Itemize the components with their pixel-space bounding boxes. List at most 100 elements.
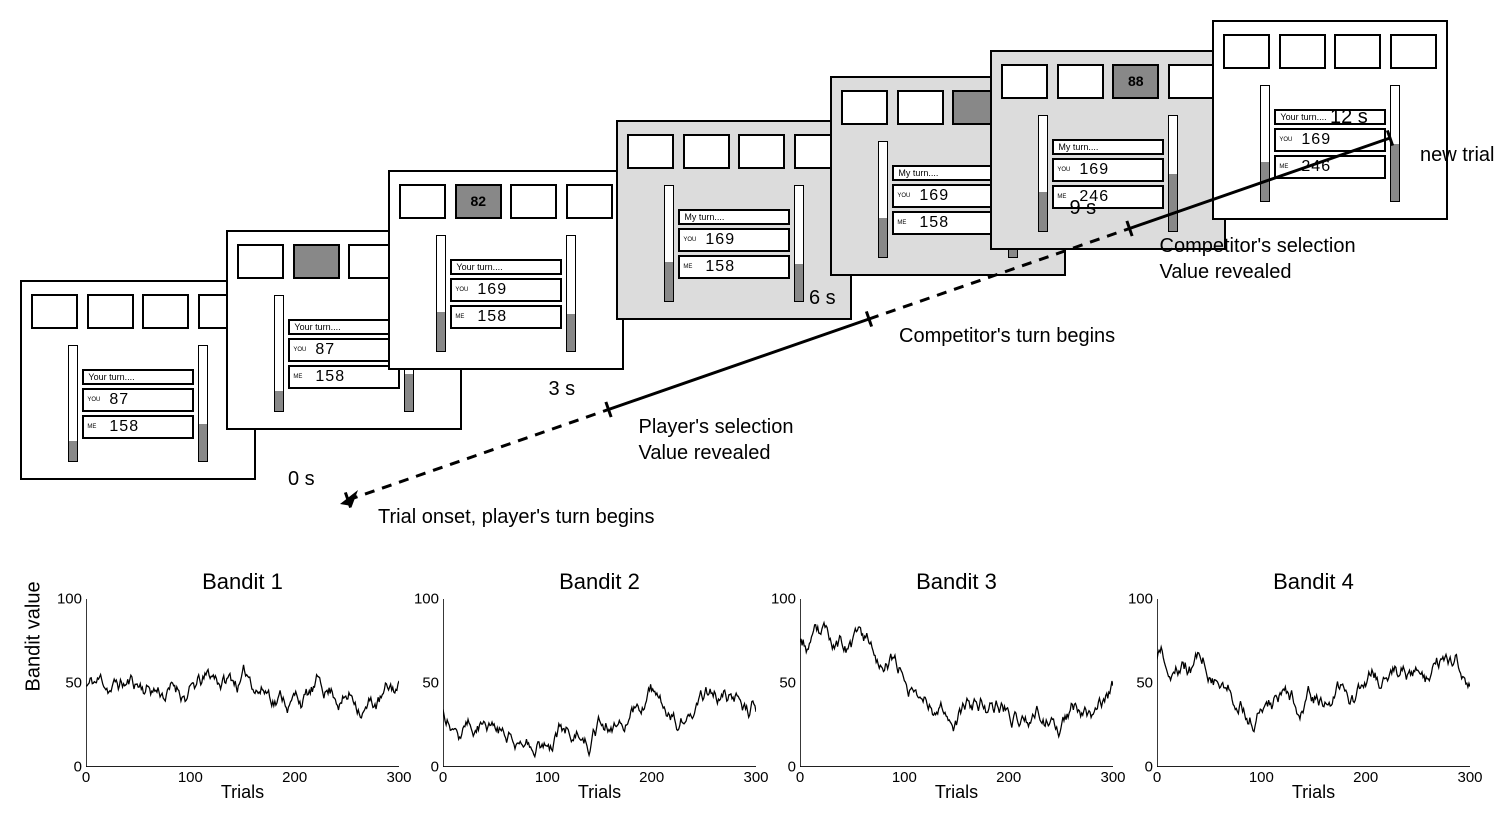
label-you: YOU [455, 287, 473, 293]
score-you: 87 [109, 391, 129, 409]
screen-frame: 82 Your turn.... YOU 169 ME 158 [388, 170, 624, 370]
timeline-event: Competitor's selection [1160, 235, 1356, 258]
turn-label: My turn.... [892, 165, 1003, 181]
bandit-chart: Bandit 10501000100200300Trials [86, 573, 399, 803]
label-me: ME [455, 314, 473, 320]
label-you: YOU [683, 237, 701, 243]
score-bar-you [664, 185, 674, 303]
score-me: 158 [315, 368, 345, 386]
turn-label: Your turn.... [450, 259, 561, 275]
bandit-slot [1334, 34, 1381, 69]
label-me: ME [87, 424, 105, 430]
y-tick: 100 [771, 591, 800, 608]
time-tick: 9 s [1070, 197, 1097, 220]
timeline-event: Player's selection [639, 416, 794, 439]
bandit-charts: Bandit 10501000100200300TrialsBandit 205… [86, 573, 1470, 803]
label-you: YOU [87, 397, 105, 403]
bandit-slot [399, 184, 446, 219]
score-bar-me [1390, 85, 1400, 203]
y-tick: 100 [414, 591, 443, 608]
bandit-slot [87, 294, 134, 329]
trial-timeline: Your turn....YOU87ME158Your turn....YOU8… [20, 20, 1480, 560]
bandit-slot [627, 134, 674, 169]
bandit-slot [237, 244, 284, 279]
chart-plot: 0501000100200300 [1157, 599, 1470, 767]
time-tick: 12 s [1330, 106, 1368, 129]
bandit-slots [31, 294, 244, 329]
score-me: 158 [705, 258, 735, 276]
scoreboard: Your turn....YOU169ME246 [1260, 85, 1399, 203]
turn-label: My turn.... [1052, 139, 1163, 155]
y-tick: 50 [779, 675, 800, 692]
bandit-slot: 88 [1112, 64, 1159, 99]
chart-xlabel: Trials [800, 782, 1113, 803]
scoreboard: My turn....YOU169ME158 [664, 185, 803, 303]
bandit-slot [31, 294, 78, 329]
score-you: 169 [477, 281, 507, 299]
bandit-slot [1279, 34, 1326, 69]
score-you: 169 [1301, 131, 1331, 149]
bandit-slot [566, 184, 613, 219]
score-bar-you [1038, 115, 1048, 233]
time-tick: 3 s [549, 378, 576, 401]
y-tick: 50 [1136, 675, 1157, 692]
score-you: 169 [705, 231, 735, 249]
chart-xlabel: Trials [1157, 782, 1470, 803]
label-me: ME [897, 220, 915, 226]
score-you: 87 [315, 341, 335, 359]
scoreboard: Your turn....YOU87ME158 [68, 345, 207, 463]
bandit-slots: 82 [399, 184, 612, 219]
timeline-event: Competitor's turn begins [899, 325, 1115, 348]
bandit-chart: Bandit 20501000100200300Trials [443, 573, 756, 803]
bandit-slot [1001, 64, 1048, 99]
bandit-chart: Bandit 30501000100200300Trials [800, 573, 1113, 803]
bandit-slot [738, 134, 785, 169]
turn-label: Your turn.... [82, 369, 193, 385]
label-you: YOU [897, 193, 915, 199]
timeline-event: Trial onset, player's turn begins [378, 506, 655, 529]
figure-root: Your turn....YOU87ME158Your turn....YOU8… [20, 20, 1480, 803]
bandit-slot [1057, 64, 1104, 99]
chart-title: Bandit 1 [86, 569, 399, 595]
bandit-slot: 82 [455, 184, 502, 219]
time-tick: 0 s [288, 468, 315, 491]
y-tick: 100 [1128, 591, 1157, 608]
screen-frame: Your turn....YOU87ME158 [20, 280, 256, 480]
score-bar-me [198, 345, 208, 463]
chart-plot: 0501000100200300 [86, 599, 399, 767]
score-me: 158 [919, 214, 949, 232]
scoreboard: My turn....YOU169ME246 [1038, 115, 1177, 233]
bandit-slot [897, 90, 944, 125]
bandit-slot [1390, 34, 1437, 69]
timeline-event: Value revealed [639, 442, 771, 465]
bandit-slot [1168, 64, 1215, 99]
chart-xlabel: Trials [86, 782, 399, 803]
bandit-slot [841, 90, 888, 125]
score-bar-you [878, 141, 888, 259]
scoreboard: Your turn.... YOU 169 ME 158 [436, 235, 575, 353]
chart-plot: 0501000100200300 [800, 599, 1113, 767]
bandit-slot [293, 244, 340, 279]
label-you: YOU [1057, 167, 1075, 173]
bandit-slot [510, 184, 557, 219]
score-me: 158 [477, 308, 507, 326]
bandit-slot [683, 134, 730, 169]
score-bar-me [566, 235, 576, 353]
score-bar-you [274, 295, 284, 413]
chart-title: Bandit 4 [1157, 569, 1470, 595]
y-tick: 50 [422, 675, 443, 692]
score-bar-me [1168, 115, 1178, 233]
label-you: YOU [293, 347, 311, 353]
score-bar-you [1260, 85, 1270, 203]
score-me: 246 [1301, 158, 1331, 176]
label-me: ME [293, 374, 311, 380]
score-you: 169 [1079, 161, 1109, 179]
bandit-slots: 88 [1001, 64, 1214, 99]
chart-plot: 0501000100200300 [443, 599, 756, 767]
timeline-event: Value revealed [1160, 261, 1292, 284]
chart-xlabel: Trials [443, 782, 756, 803]
bandit-slot [1223, 34, 1270, 69]
score-bar-me [794, 185, 804, 303]
turn-label: Your turn.... [288, 319, 399, 335]
score-you: 169 [919, 187, 949, 205]
